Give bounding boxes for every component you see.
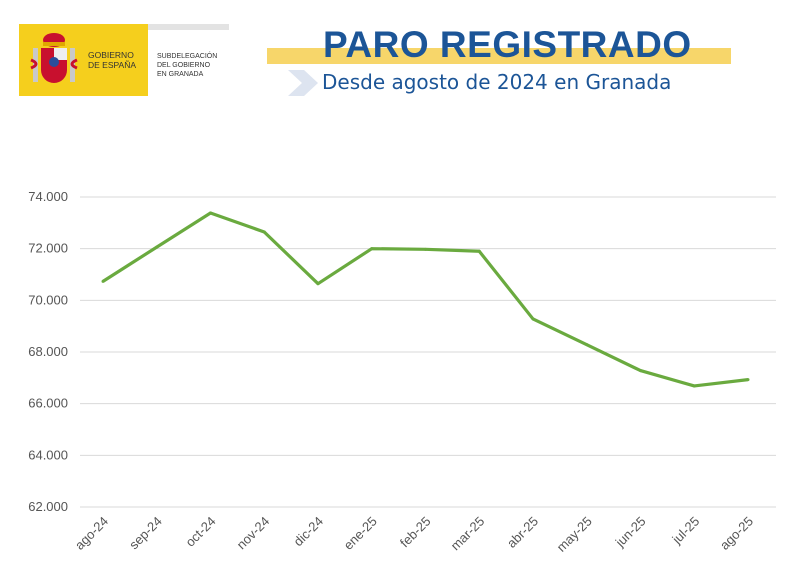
title-band — [267, 48, 731, 64]
x-tick-label: feb-25 — [397, 514, 434, 551]
x-tick-label: sep-24 — [126, 514, 165, 553]
data-point — [316, 282, 320, 286]
x-tick-label: oct-24 — [182, 514, 218, 550]
logo-yellow-panel: GOBIERNO DE ESPAÑA — [19, 24, 148, 96]
logo-text-gobierno: GOBIERNO DE ESPAÑA — [88, 50, 137, 70]
y-tick-label: 66.000 — [28, 396, 68, 411]
government-logo: GOBIERNO DE ESPAÑA SUBDELEGACIÓN DEL GOB… — [19, 24, 229, 96]
data-point — [746, 378, 750, 382]
logo-text-subdelegacion: SUBDELEGACIÓN DEL GOBIERNO EN GRANADA — [157, 53, 218, 78]
data-line — [102, 211, 749, 388]
data-point — [424, 247, 427, 251]
logo-white-panel: SUBDELEGACIÓN DEL GOBIERNO EN GRANADA — [148, 24, 229, 96]
y-tick-label: 64.000 — [28, 447, 68, 462]
x-tick-label: nov-24 — [234, 514, 273, 553]
x-tick-label: ago-24 — [72, 514, 111, 553]
page-subtitle: Desde agosto de 2024 en Granada — [322, 70, 672, 94]
x-tick-label: mar-25 — [448, 514, 488, 554]
chevron-right-icon — [288, 70, 318, 96]
y-tick-label: 70.000 — [28, 292, 68, 307]
x-tick-label: ago-25 — [717, 514, 756, 553]
data-point — [262, 230, 266, 234]
data-point — [370, 247, 374, 251]
data-point — [101, 279, 105, 283]
y-tick-label: 72.000 — [28, 241, 68, 256]
y-tick-label: 68.000 — [28, 344, 68, 359]
y-tick-label: 62.000 — [28, 499, 68, 514]
page-title: PARO REGISTRADO — [323, 24, 692, 65]
x-tick-label: ene-25 — [341, 514, 380, 553]
data-point — [639, 369, 642, 373]
data-point — [531, 317, 535, 321]
x-tick-label: jul-25 — [669, 514, 703, 548]
data-point — [209, 211, 212, 215]
x-tick-label: abr-25 — [504, 514, 541, 551]
coat-of-arms-icon — [30, 33, 78, 83]
data-point — [477, 249, 481, 253]
data-point — [585, 343, 589, 347]
x-tick-label: dic-24 — [290, 514, 326, 550]
data-point — [155, 245, 159, 249]
x-tick-label: may-25 — [554, 514, 595, 555]
y-tick-label: 74.000 — [28, 189, 68, 204]
data-point — [692, 384, 696, 388]
x-tick-label: jun-25 — [612, 514, 649, 551]
